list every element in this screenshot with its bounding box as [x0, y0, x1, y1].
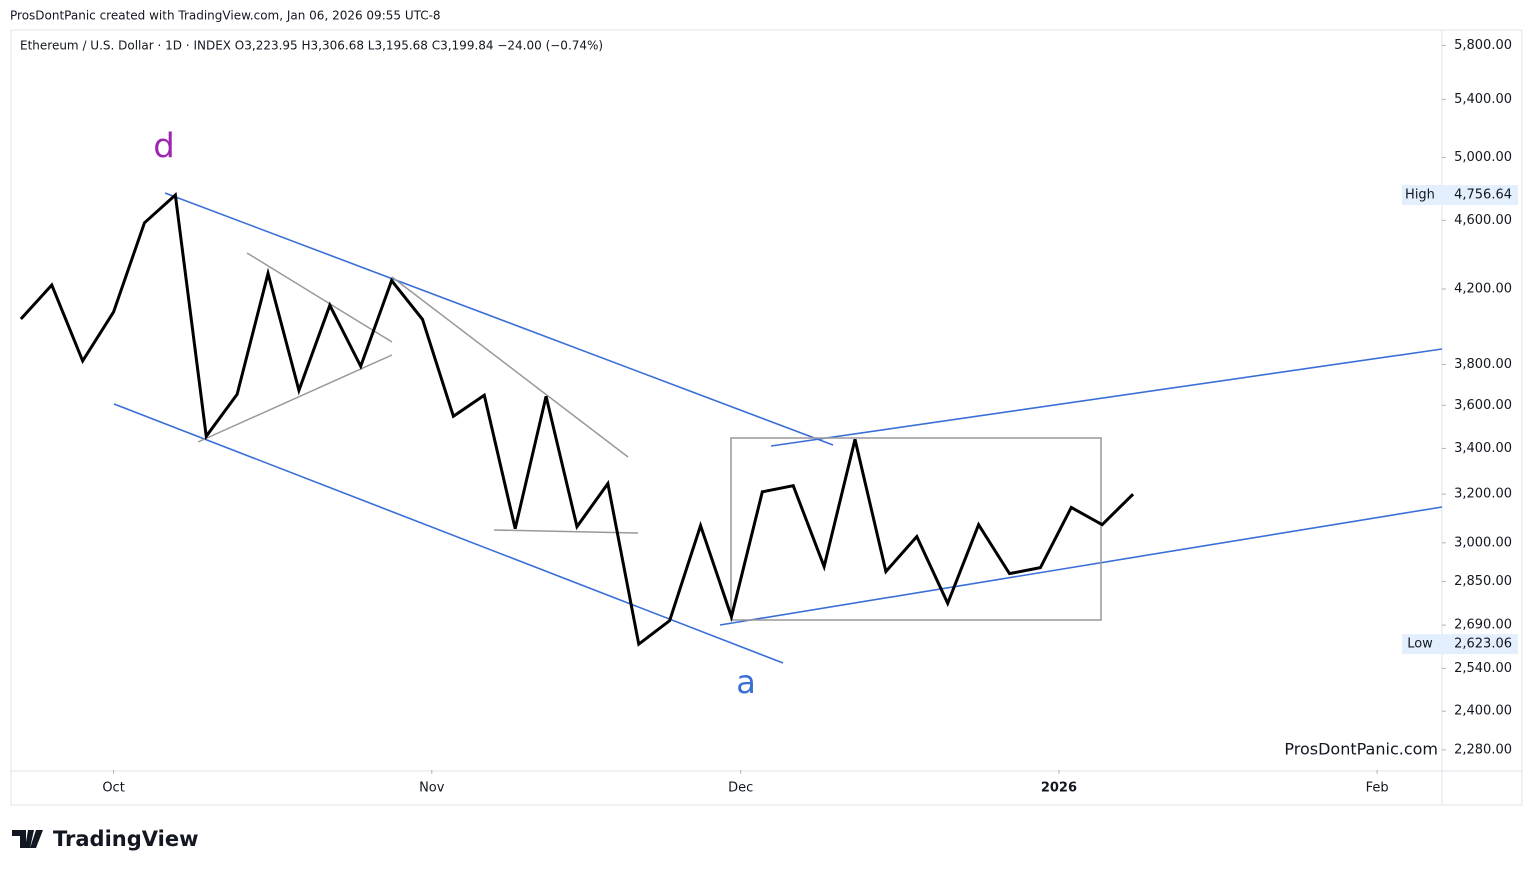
- y-tick-label: 3,200.00: [1454, 487, 1512, 502]
- trend-line: [391, 276, 629, 458]
- y-tick-label: 3,800.00: [1454, 357, 1512, 372]
- price-badge-value: 2,623.06: [1454, 637, 1512, 652]
- credit: ProsDontPanic created with TradingView.c…: [10, 9, 441, 23]
- y-tick-label: 4,200.00: [1454, 281, 1512, 296]
- box: [730, 437, 1102, 621]
- y-tick-label: 3,600.00: [1454, 398, 1512, 413]
- trend-line: [246, 252, 393, 343]
- x-tick-label: 2026: [1041, 781, 1077, 796]
- y-tick-label: 2,400.00: [1454, 704, 1512, 719]
- trend-line: [719, 506, 1443, 626]
- trend-line: [164, 192, 834, 446]
- price-badge-name: High: [1405, 188, 1435, 203]
- price-badge-name: Low: [1407, 637, 1433, 652]
- brand: TradingView: [53, 827, 198, 851]
- x-tick-label: Oct: [102, 781, 124, 796]
- y-tick-label: 2,540.00: [1454, 661, 1512, 676]
- brand-logo: [12, 830, 43, 848]
- legend: Ethereum / U.S. Dollar · 1D · INDEX O3,2…: [20, 39, 603, 53]
- y-tick-label: 2,850.00: [1454, 574, 1512, 589]
- x-tick-label: Feb: [1366, 781, 1389, 796]
- x-tick-label: Nov: [419, 781, 445, 796]
- y-tick-label: 2,280.00: [1454, 742, 1512, 757]
- wave-label: a: [736, 663, 756, 701]
- y-tick-label: 3,000.00: [1454, 535, 1512, 550]
- trend-line: [113, 403, 784, 664]
- chart-frame: [10, 29, 1523, 806]
- price-badge-value: 4,756.64: [1454, 188, 1512, 203]
- drawings: [113, 192, 1443, 664]
- y-tick-label: 5,000.00: [1454, 150, 1512, 165]
- y-tick-label: 4,600.00: [1454, 213, 1512, 228]
- x-tick-label: Dec: [728, 781, 753, 796]
- price-badge: [1402, 185, 1518, 206]
- trend-line: [493, 529, 639, 534]
- price-badge: [1402, 634, 1518, 655]
- watermark: ProsDontPanic.com: [1284, 740, 1438, 759]
- trend-line: [770, 348, 1443, 447]
- y-tick-label: 5,800.00: [1454, 38, 1512, 53]
- price-line: [19, 191, 1135, 647]
- trend-line: [197, 354, 393, 443]
- y-tick-label: 2,690.00: [1454, 618, 1512, 633]
- y-tick-label: 5,400.00: [1454, 92, 1512, 107]
- wave-label: d: [153, 127, 175, 167]
- y-tick-label: 3,400.00: [1454, 441, 1512, 456]
